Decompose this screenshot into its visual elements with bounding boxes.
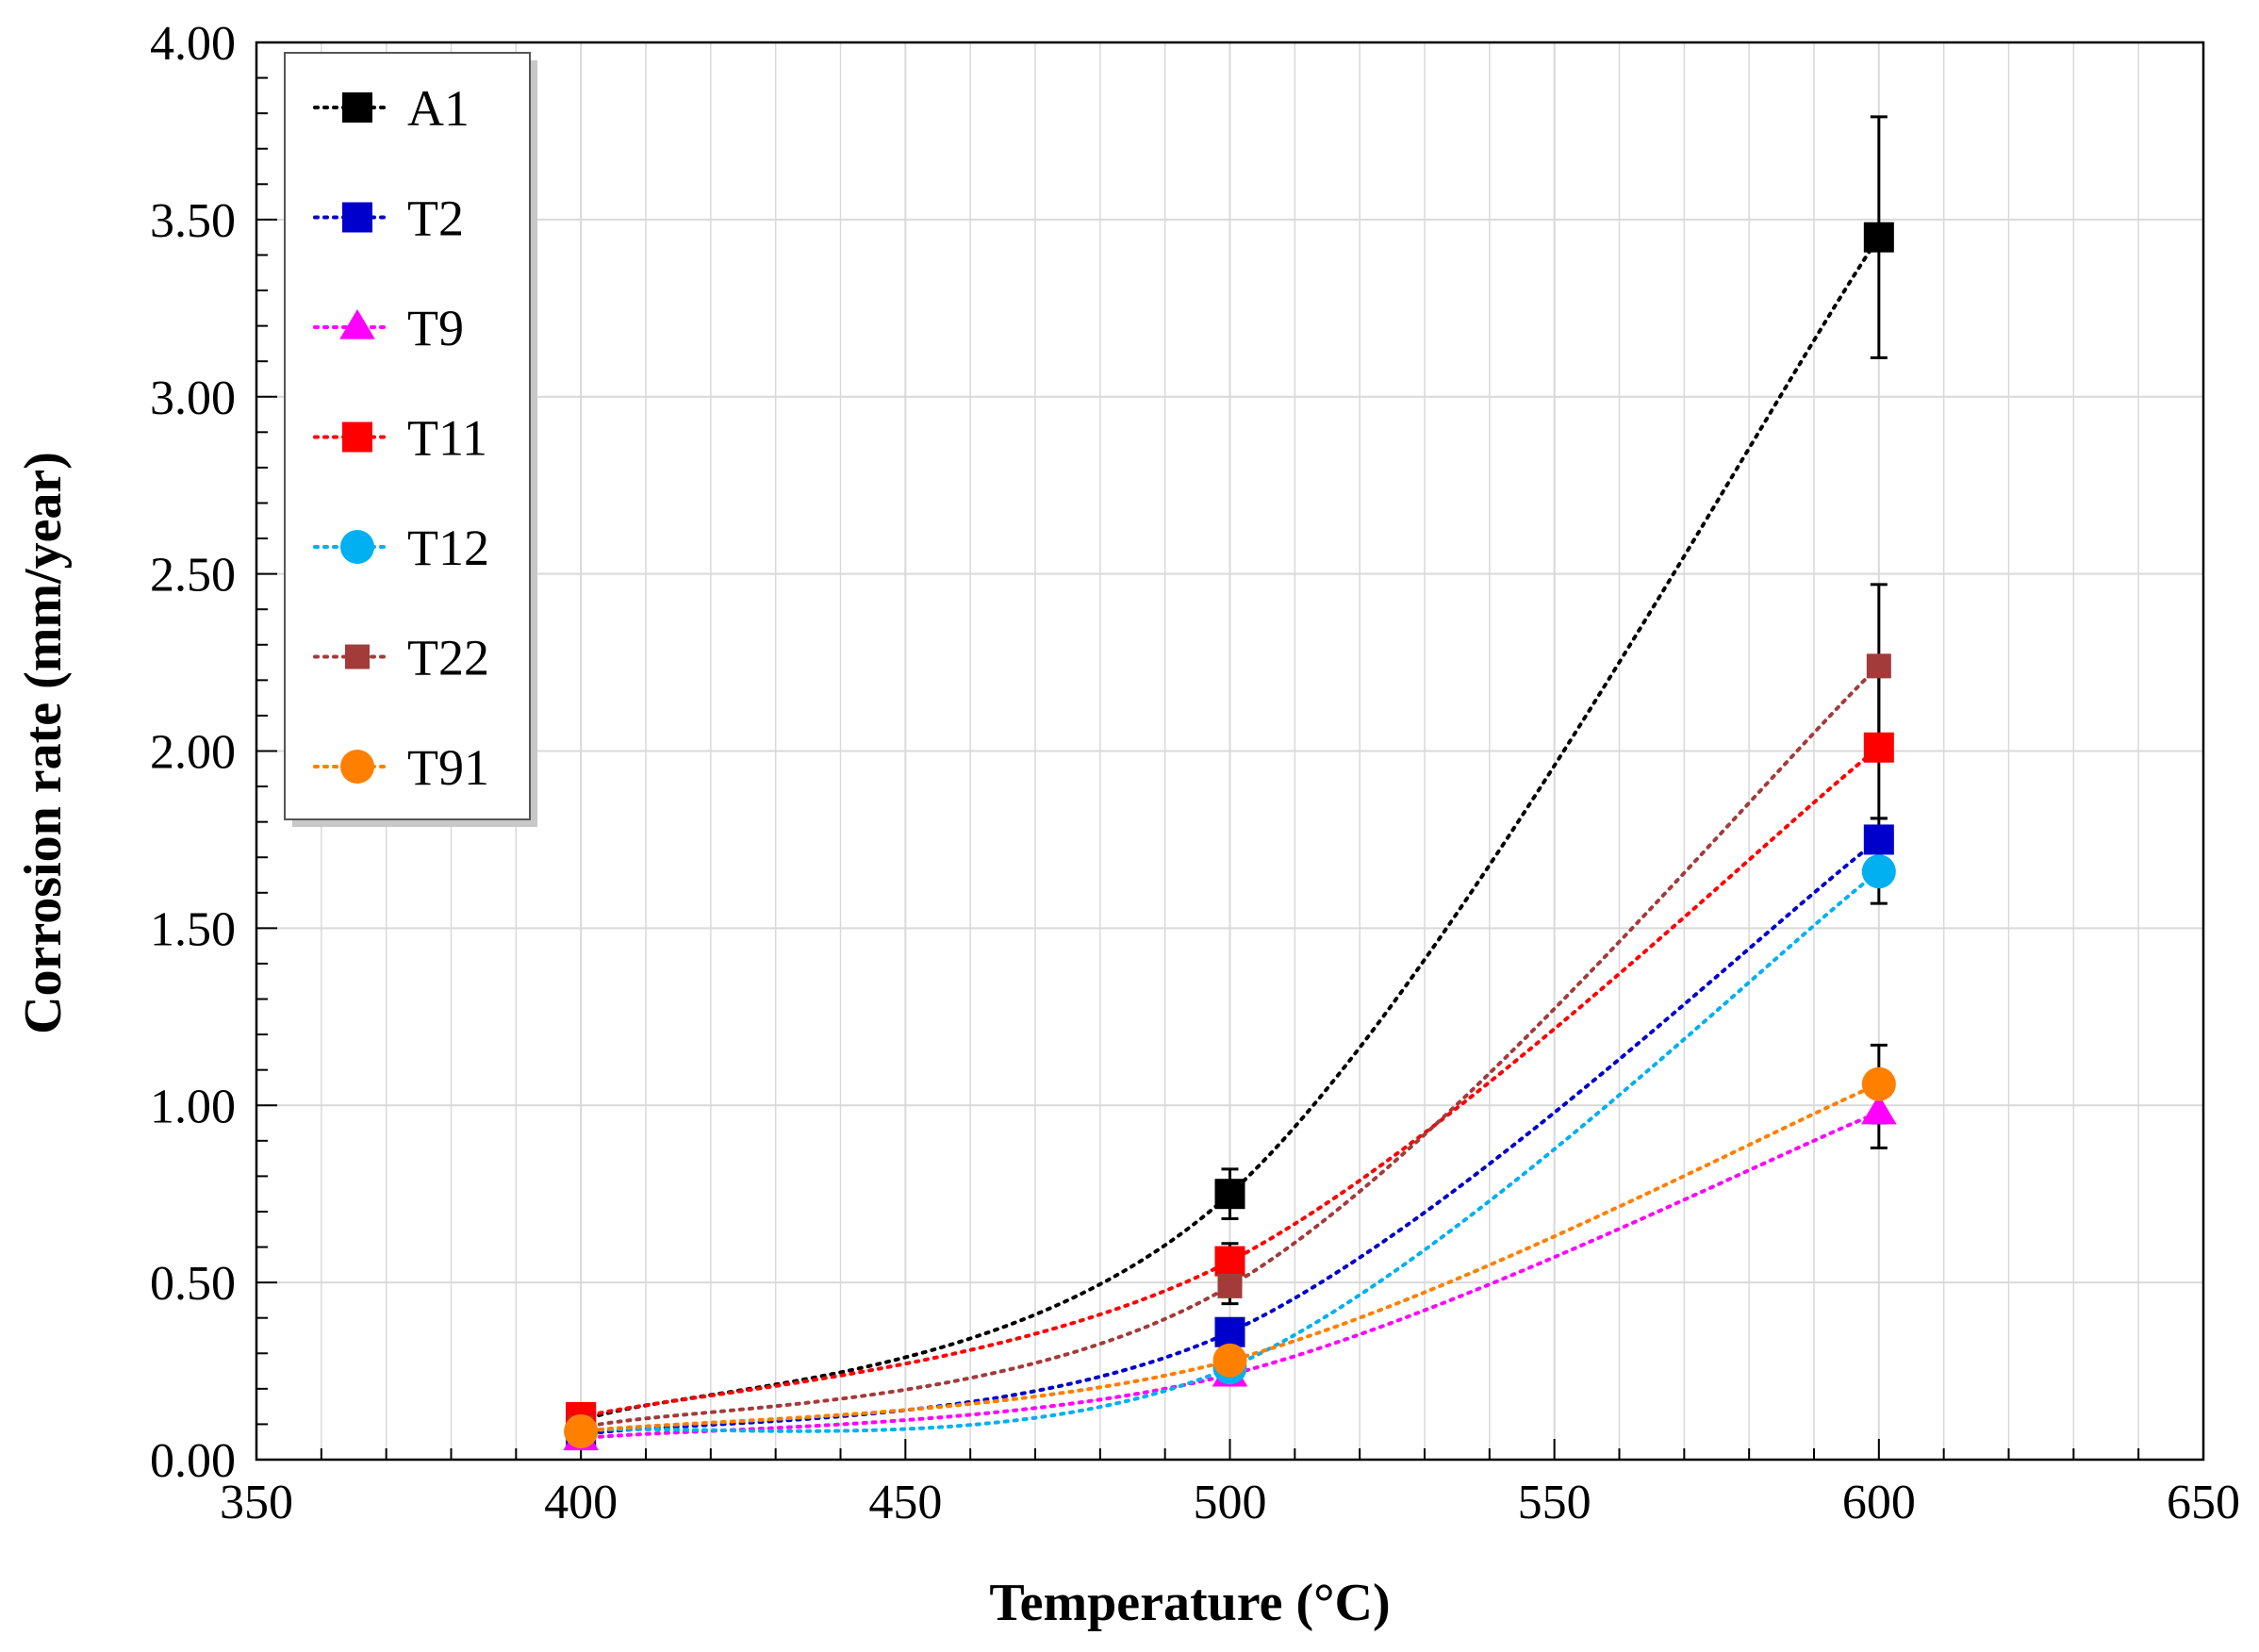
legend-label-t11: T11 [407,410,487,467]
marker-a1 [1214,1179,1245,1210]
y-axis-tick-labels: 0.00 0.50 1.00 1.50 2.00 2.50 3.00 3.50 4.00 [150,17,236,1488]
x-axis-tick-labels: 350 400 450 500 550 600 650 [220,1476,2240,1529]
marker-t22 [1866,653,1891,679]
y-axis-title: Corrosion rate (mm/year) [14,452,73,1034]
marker-t11 [1863,732,1894,763]
marker-t12 [1861,854,1896,889]
legend-label-t9: T9 [407,300,464,356]
marker-t11 [1214,1246,1245,1277]
y-tick-label: 2.00 [150,726,236,780]
x-tick-label: 450 [868,1476,942,1529]
legend-label-t2: T2 [407,190,464,247]
x-tick-label: 600 [1842,1476,1916,1529]
y-tick-label: 3.00 [150,372,236,425]
x-tick-label: 650 [2167,1476,2240,1529]
legend-item-t2: T2 [313,190,464,247]
y-tick-label: 4.00 [150,17,236,71]
axis-ticks [256,41,2204,1461]
x-tick-label: 550 [1518,1476,1591,1529]
y-tick-label: 1.00 [150,1080,236,1133]
data-markers [563,222,1897,1451]
marker-t22 [1217,1273,1243,1298]
marker-t91 [1212,1343,1247,1378]
legend-item-a1: A1 [313,80,470,137]
y-tick-label: 0.00 [150,1434,236,1488]
marker-a1 [1863,222,1894,253]
legend-item-t11: T11 [313,410,487,467]
legend-item-t22: T22 [313,630,489,686]
legend-marker-t91 [340,750,374,784]
legend-label-t22: T22 [407,630,489,686]
y-tick-label: 2.50 [150,549,236,603]
legend-item-t9: T9 [313,300,464,356]
marker-t2 [1214,1316,1245,1347]
marker-t91 [1861,1066,1896,1101]
legend-marker-t9 [339,309,375,339]
y-tick-label: 1.50 [150,902,236,956]
x-tick-label: 400 [544,1476,618,1529]
legend-item-t91: T91 [313,739,489,796]
legend-marker-t22 [345,644,370,669]
y-tick-label: 3.50 [150,194,236,248]
x-tick-label: 350 [220,1476,293,1529]
marker-t2 [1863,824,1894,855]
legend-marker-t2 [342,202,372,233]
legend-label-t12: T12 [407,520,489,576]
x-axis-title: Temperature (°C) [989,1574,1390,1632]
legend-marker-t12 [340,530,374,564]
legend-marker-a1 [342,92,372,123]
marker-t9 [1861,1094,1897,1125]
marker-t91 [564,1413,599,1448]
legend-item-t12: T12 [313,520,489,576]
legend-label-t91: T91 [407,739,489,796]
legend: A1 T2 T9 T11 T12 T22 T91 [284,52,537,827]
series-line-t22 [579,664,1881,1430]
x-tick-label: 500 [1194,1476,1267,1529]
y-tick-label: 0.50 [150,1257,236,1311]
legend-marker-t11 [342,421,372,453]
legend-label-a1: A1 [407,80,470,137]
